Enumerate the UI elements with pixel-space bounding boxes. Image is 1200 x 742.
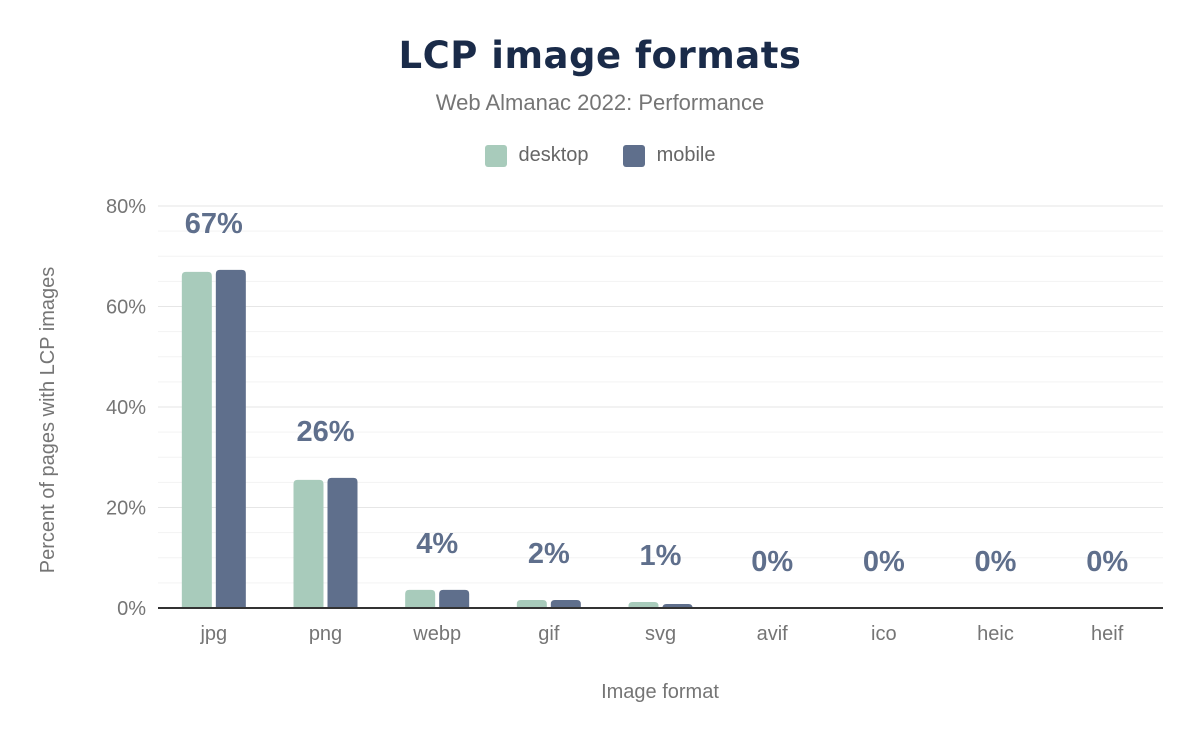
y-tick-label: 60%: [106, 297, 146, 319]
x-tick-label: gif: [538, 623, 560, 645]
data-label: 0%: [863, 546, 905, 578]
bar-mobile-webp: [439, 589, 470, 608]
x-tick-label: heif: [1091, 623, 1124, 645]
bar-mobile-png: [327, 477, 358, 608]
y-tick-label: 0%: [117, 598, 146, 620]
x-tick-label: webp: [412, 623, 461, 645]
data-label: 26%: [296, 416, 354, 448]
x-tick-label: ico: [871, 623, 897, 645]
legend-label-desktop: desktop: [518, 144, 589, 166]
bar-desktop-jpg: [181, 271, 212, 608]
y-axis-title: Percent of pages with LCP images: [37, 267, 59, 573]
data-label: 2%: [528, 538, 570, 570]
bar-mobile-jpg: [215, 269, 246, 608]
legend-label-mobile: mobile: [656, 144, 716, 166]
bar-mobile-gif: [550, 599, 581, 608]
bar-desktop-png: [293, 479, 324, 608]
legend-item-desktop[interactable]: desktop: [484, 144, 589, 167]
bar-desktop-svg: [628, 601, 659, 608]
bar-desktop-gif: [516, 599, 547, 608]
data-label: 0%: [975, 546, 1017, 578]
chart-subtitle: Web Almanac 2022: Performance: [435, 90, 765, 115]
data-label: 0%: [1086, 546, 1128, 578]
bar-mobile-svg: [662, 603, 693, 608]
data-label: 67%: [185, 208, 243, 240]
y-tick-label: 80%: [106, 196, 146, 218]
x-tick-label: svg: [645, 623, 676, 645]
y-tick-label: 20%: [106, 498, 146, 520]
legend-swatch-mobile: [622, 144, 645, 167]
chart-title: LCP image formats: [398, 34, 802, 77]
x-tick-label: jpg: [199, 623, 227, 645]
legend: desktop mobile: [0, 144, 1200, 167]
data-label: 0%: [751, 546, 793, 578]
x-tick-label: avif: [757, 623, 789, 645]
data-label: 1%: [640, 540, 682, 572]
legend-swatch-desktop: [484, 144, 507, 167]
x-axis-title: Image format: [601, 681, 719, 703]
data-label: 4%: [416, 528, 458, 560]
bar-desktop-webp: [405, 589, 436, 608]
x-tick-label: png: [309, 623, 342, 645]
legend-item-mobile[interactable]: mobile: [622, 144, 716, 167]
x-tick-label: heic: [977, 623, 1014, 645]
y-tick-label: 40%: [106, 397, 146, 419]
